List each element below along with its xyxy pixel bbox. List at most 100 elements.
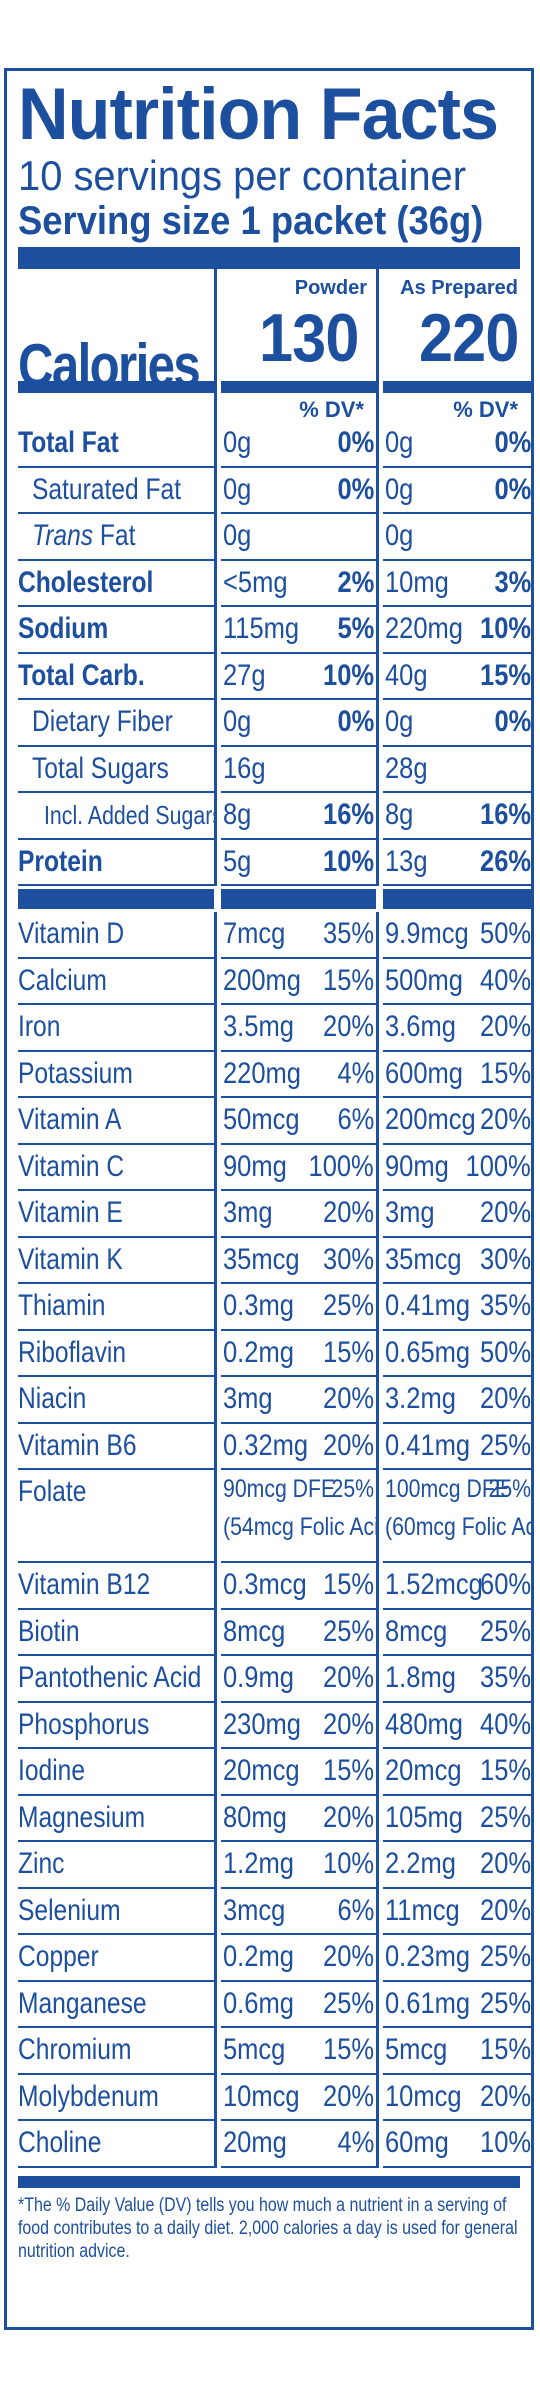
powder-cell: 200mg 15% xyxy=(221,959,376,1005)
prepared-dv: 20% xyxy=(479,1893,531,1927)
powder-cell: 0.2mg 15% xyxy=(221,1331,376,1377)
nutrient-name: Sodium xyxy=(18,612,109,645)
powder-dv: 20% xyxy=(322,1382,374,1415)
calories-powder-value: 130 xyxy=(258,300,359,376)
prepared-dv: 20% xyxy=(479,1847,531,1880)
nutrient-name: Folate xyxy=(18,1475,87,1508)
prepared-dv: 26% xyxy=(479,844,531,878)
nutrient-name: Cholesterol xyxy=(18,565,154,599)
prepared-dv: 3% xyxy=(494,565,531,599)
prepared-cell: 200mcg 20% xyxy=(383,1098,533,1145)
nutrient-name-cell: Biotin xyxy=(18,1610,214,1656)
prepared-amount: 100mcg DFE (60mcg Folic Acid) xyxy=(385,1475,533,1541)
prepared-dv: 50% xyxy=(479,1335,531,1369)
powder-dv: 20% xyxy=(322,1661,374,1694)
nutrient-name: Iodine xyxy=(18,1754,86,1787)
prepared-dv: 40% xyxy=(479,1707,531,1741)
powder-dv: 10% xyxy=(322,844,374,878)
nutrient-name: Pantothenic Acid xyxy=(18,1661,202,1694)
nutrient-name: Choline xyxy=(18,2126,102,2159)
nutrient-name-cell: Niacin xyxy=(18,1377,214,1424)
powder-amount: 5g xyxy=(223,844,252,878)
prepared-amount: 60mg xyxy=(385,2126,449,2159)
nutrient-name-cell: Saturated Fat xyxy=(18,468,214,514)
nutrient-name: Incl. Added Sugars xyxy=(44,800,214,830)
prepared-amount: 3.6mg xyxy=(385,1010,456,1043)
powder-cell: 8mcg 25% xyxy=(221,1610,376,1656)
nutrient-name-cell: Manganese xyxy=(18,1982,214,2028)
powder-amount: 7mcg xyxy=(223,917,286,950)
nutrient-name: Total Sugars xyxy=(32,751,169,785)
prepared-dv: 15% xyxy=(479,2033,531,2066)
prepared-dv: 15% xyxy=(479,1056,531,1090)
powder-cell: 90mcg DFE (54mcg Folic Acid)25% xyxy=(221,1470,376,1563)
prepared-dv: 25% xyxy=(479,1614,531,1648)
prepared-amount: 90mg xyxy=(385,1149,449,1183)
prepared-dv: 50% xyxy=(479,917,531,950)
prepared-cell: 0.23mg 25% xyxy=(383,1935,533,1982)
as-prepared-caption: As Prepared xyxy=(400,277,518,299)
powder-dv: 15% xyxy=(322,2033,374,2066)
nutrient-name-cell: Vitamin C xyxy=(18,1145,214,1191)
powder-cell: 1.2mg 10% xyxy=(221,1842,376,1889)
nutrient-name-cell: Protein xyxy=(18,840,214,886)
prepared-cell: 10mg 3% xyxy=(383,561,533,607)
powder-amount: 8g xyxy=(223,798,252,831)
calories-rule xyxy=(18,381,214,393)
servings-per-container: 10 servings per container xyxy=(18,152,467,199)
table-row: Niacin 3mg 20% 3.2mg 20% xyxy=(18,1377,533,1424)
prepared-dv: 0% xyxy=(494,705,531,738)
prepared-cell: 0.41mg 25% xyxy=(383,1424,533,1470)
table-row: Dietary Fiber 0g 0% 0g 0% xyxy=(18,700,533,747)
nutrient-name-cell: Vitamin E xyxy=(18,1191,214,1238)
powder-cell: 0.3mcg 15% xyxy=(221,1563,376,1610)
powder-dv: 0% xyxy=(337,472,374,506)
prepared-amount: 9.9mcg xyxy=(385,917,469,950)
table-row: Total Sugars 16g 28g xyxy=(18,746,533,793)
prepared-dv: 100% xyxy=(465,1149,531,1183)
column-divider xyxy=(214,269,217,421)
dv-header-powder: % DV* xyxy=(299,397,364,422)
table-row: Iodine 20mcg 15% 20mcg 15% xyxy=(18,1749,533,1796)
table-row: Vitamin B6 0.32mg 20% 0.41mg 25% xyxy=(18,1423,533,1470)
nutrient-name-cell: Magnesium xyxy=(18,1796,214,1842)
powder-cell: 0g 0% xyxy=(221,468,376,514)
powder-cell: 230mg 20% xyxy=(221,1703,376,1749)
powder-dv: 20% xyxy=(322,2079,374,2113)
nutrient-name: Chromium xyxy=(18,2033,132,2066)
nutrient-name: Vitamin E xyxy=(18,1196,123,1229)
powder-cell: 0g 0% xyxy=(221,421,376,468)
table-row: Pantothenic Acid 0.9mg 20% 1.8mg 35% xyxy=(18,1656,533,1703)
prepared-cell: 100mcg DFE (60mcg Folic Acid)25% xyxy=(383,1470,533,1563)
prepared-cell: 0g 0% xyxy=(383,421,533,468)
powder-amount: 0g xyxy=(223,472,252,506)
powder-dv: 35% xyxy=(322,917,374,950)
nutrient-name-cell: Pantothenic Acid xyxy=(18,1656,214,1703)
powder-dv: 25% xyxy=(331,1475,374,1503)
nutrient-name-cell: Total Fat xyxy=(18,421,214,468)
prepared-amount: 10mcg xyxy=(385,2079,462,2113)
column-divider xyxy=(376,269,379,421)
powder-cell: 16g xyxy=(221,747,376,793)
table-row: Potassium 220mg 4% 600mg 15% xyxy=(18,1051,533,1098)
nutrient-name: Total Carb. xyxy=(18,658,145,692)
prepared-cell: 600mg 15% xyxy=(383,1052,533,1098)
prepared-cell: 3.2mg 20% xyxy=(383,1377,533,1424)
prepared-amount: 0g xyxy=(385,705,414,738)
powder-amount: 16g xyxy=(223,751,266,785)
powder-amount: 0g xyxy=(223,426,252,459)
table-row: Sodium 115mg 5% 220mg 10% xyxy=(18,607,533,654)
prepared-dv: 15% xyxy=(479,1754,531,1787)
prepared-cell: 0g 0% xyxy=(383,468,533,514)
powder-dv: 25% xyxy=(322,1289,374,1322)
prepared-amount: 8g xyxy=(385,798,414,831)
prepared-amount: 0g xyxy=(385,519,414,552)
prepared-cell: 8mcg 25% xyxy=(383,1610,533,1656)
macronutrient-table: Total Fat 0g 0% 0g 0% Saturated Fat 0g 0% 0g 0% Tr… xyxy=(18,421,533,886)
nutrient-name: Trans Fat xyxy=(32,519,136,552)
nutrient-name-cell: Sodium xyxy=(18,607,214,654)
prepared-cell: 0.65mg 50% xyxy=(383,1331,533,1377)
powder-dv: 30% xyxy=(322,1242,374,1276)
prepared-cell: 1.8mg 35% xyxy=(383,1656,533,1703)
prepared-amount: 20mcg xyxy=(385,1754,462,1787)
